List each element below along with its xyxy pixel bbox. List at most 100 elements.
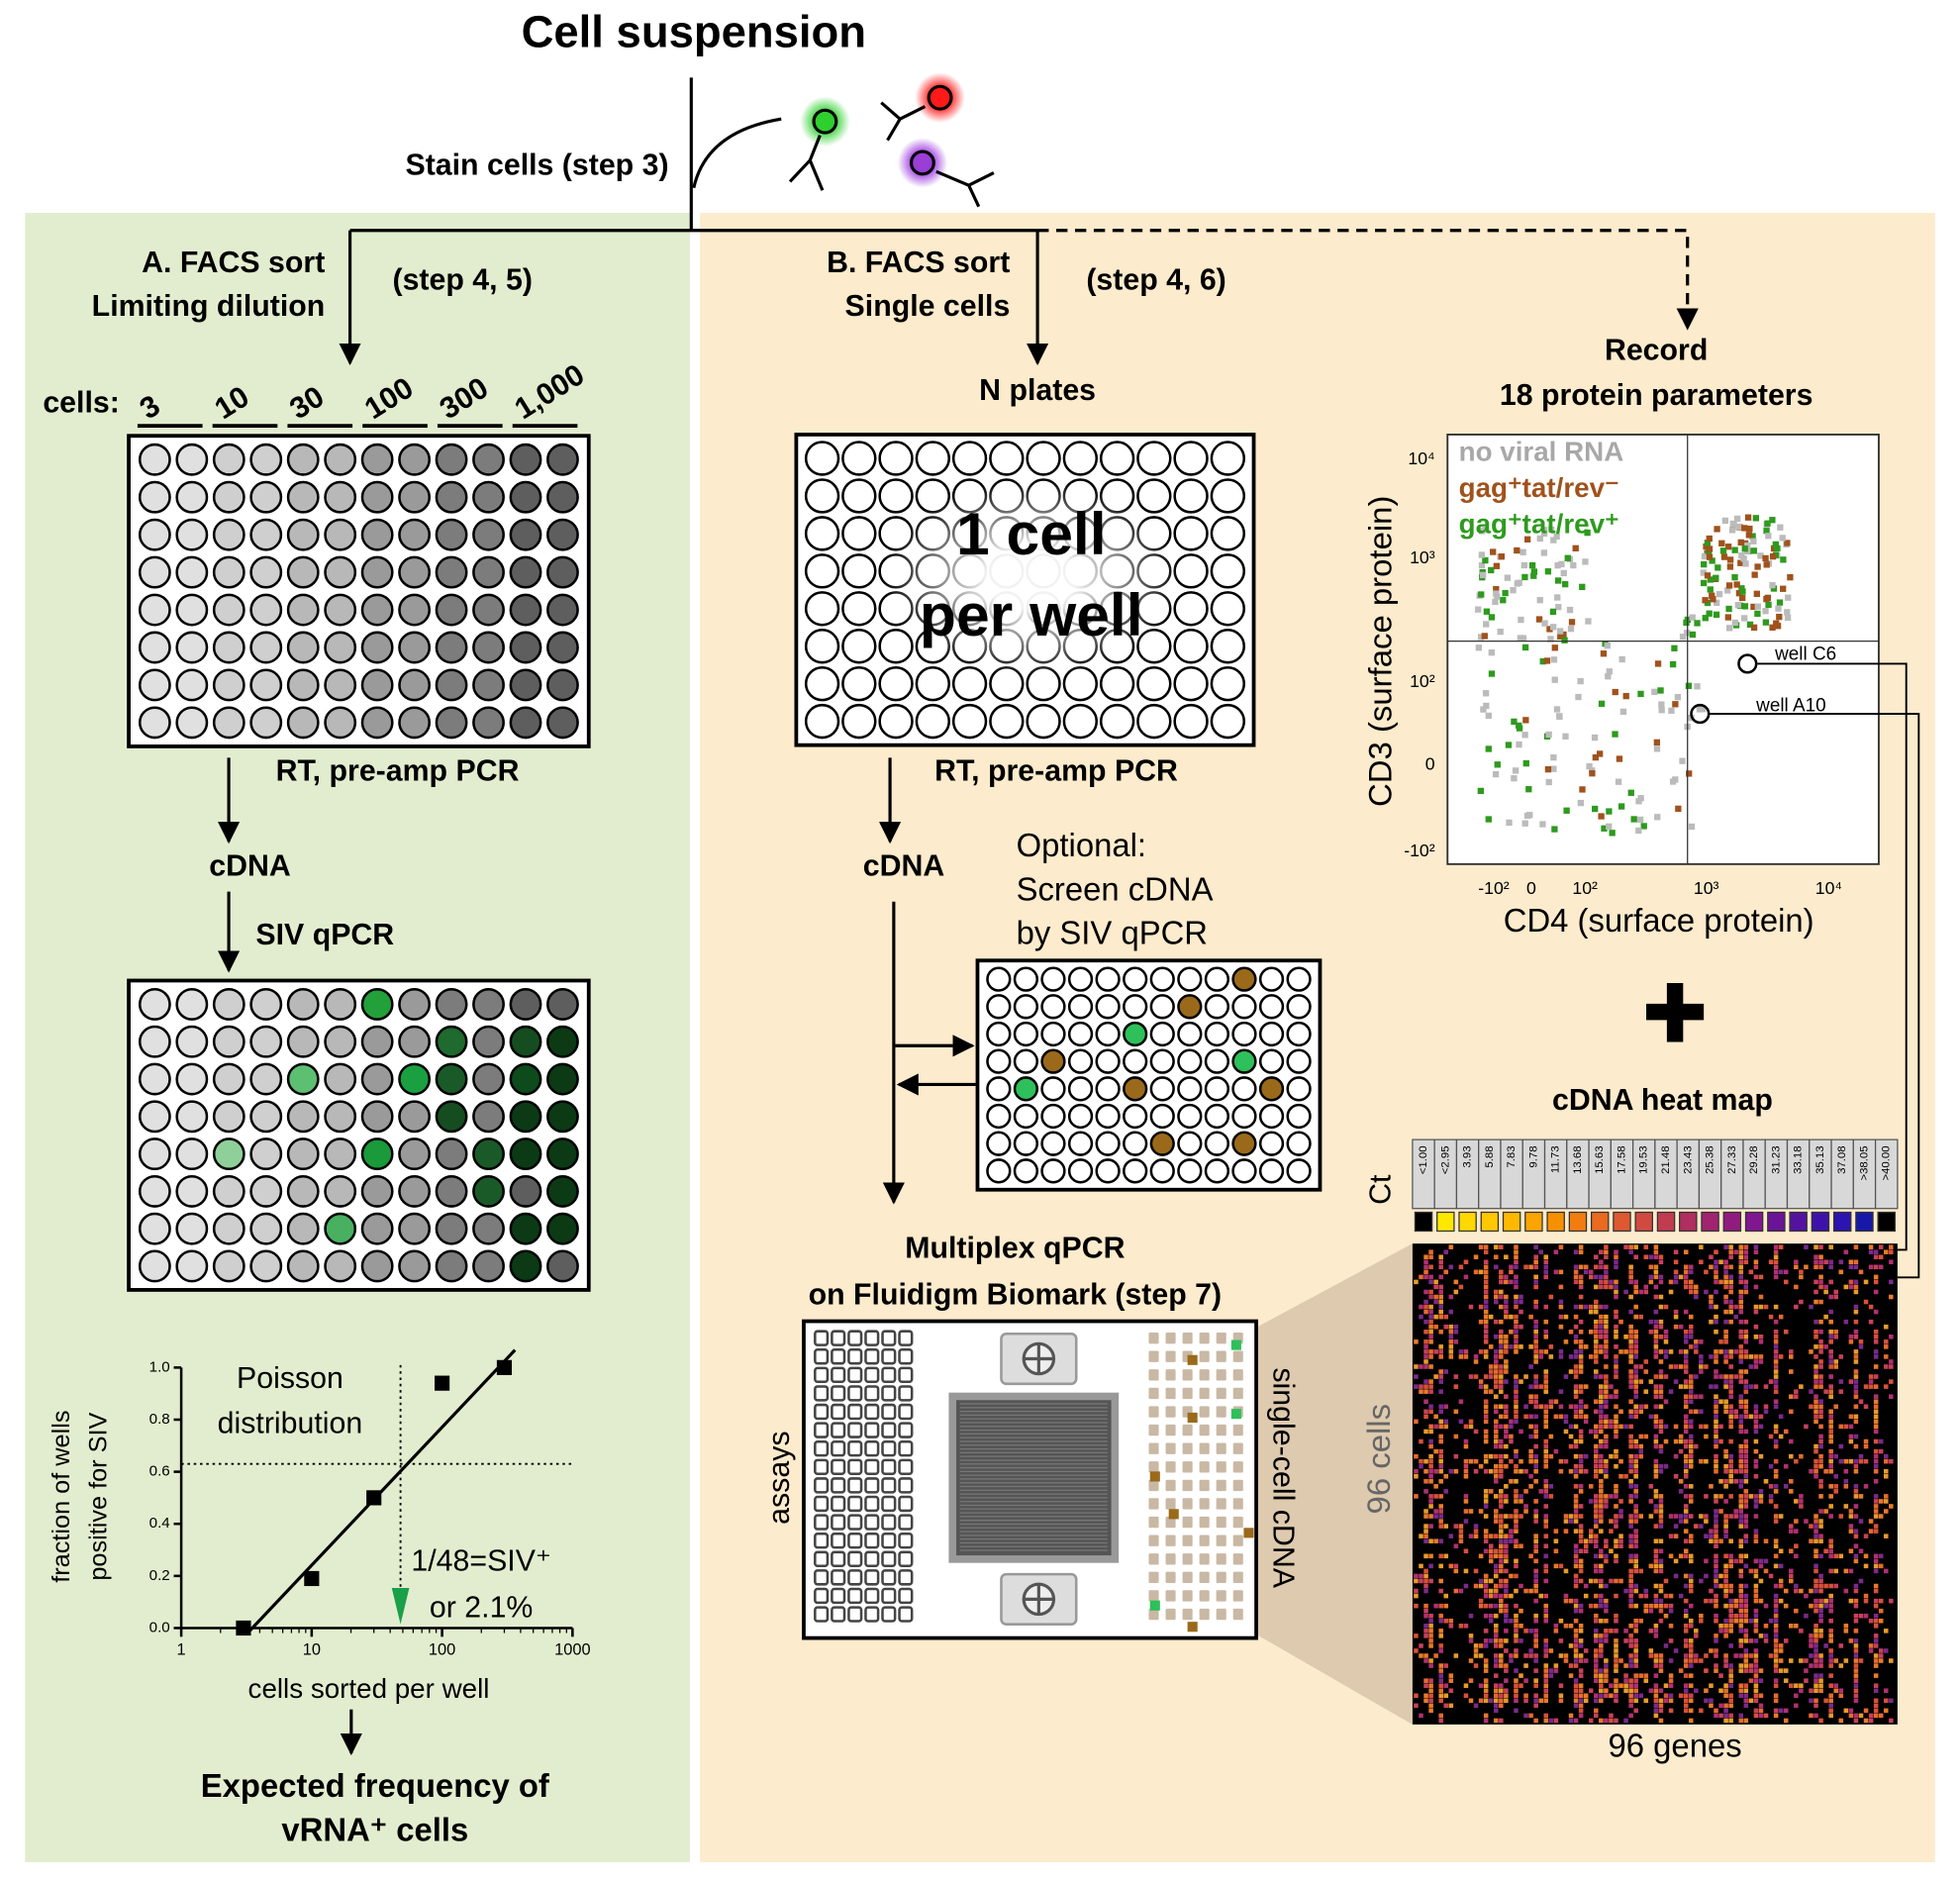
heatmap-cell [1868,1718,1874,1724]
scatter-dot [1521,573,1528,581]
heatmap-cell [1428,1563,1433,1569]
well [472,443,505,476]
heatmap-cell [1599,1458,1604,1464]
heatmap-cell [1868,1379,1874,1384]
well [989,441,1025,476]
chip-inlet [1162,1422,1179,1438]
heatmap-cell [1604,1473,1609,1479]
heatmap-cell [1599,1504,1604,1509]
scatter-dot [1707,586,1714,593]
heatmap-cell [1553,1548,1559,1554]
heatmap-cell [1528,1264,1533,1270]
heatmap-cell [1614,1484,1618,1489]
chip-inlet [1145,1385,1162,1402]
heatmap-cell [1723,1693,1728,1699]
scatter-dot [1523,536,1531,543]
heatmap-cell [1633,1489,1638,1494]
heatmap-cell [1714,1304,1718,1310]
y-tick-label: 1.0 [149,1358,170,1375]
heatmap-cell [1578,1504,1584,1509]
heatmap-cell [1699,1394,1704,1399]
heatmap-cell [1488,1613,1494,1619]
heatmap-cell [1599,1499,1604,1504]
scatter-dot [1658,701,1665,708]
heatmap-cell [1818,1578,1823,1584]
y-tick-label: 10⁴ [1408,448,1434,468]
heatmap-cell [1738,1414,1744,1420]
heatmap-cell [1823,1344,1828,1349]
heatmap-cell [1523,1264,1528,1270]
scatter-dot [1700,579,1708,587]
heatmap-cell [1488,1453,1494,1459]
heatmap-cell [1614,1453,1618,1459]
well [1123,1158,1148,1184]
heatmap-cell [1728,1319,1733,1325]
chip-inlet [814,1606,830,1623]
heatmap-cell [1428,1335,1433,1339]
heatmap-cell [1753,1264,1759,1270]
heatmap-cell [1428,1463,1433,1469]
heatmap-cell [1738,1424,1744,1430]
heatmap-cell [1723,1448,1728,1454]
well [1136,478,1172,514]
heatmap-cell [1628,1703,1633,1709]
scatter-dot [1718,540,1725,546]
well [212,668,245,702]
scatter-dot [1550,765,1557,772]
heatmap-cell [1604,1419,1609,1425]
heatmap-cell [1743,1648,1749,1653]
heatmap-cell [1653,1269,1659,1275]
heatmap-cell [1653,1443,1659,1449]
scatter-dot [1526,812,1533,819]
heatmap-cell [1473,1643,1479,1648]
heatmap-cell [1778,1643,1784,1648]
heatmap-cell [1714,1409,1718,1415]
scatter-dot [1738,585,1745,592]
heatmap-cell [1863,1708,1869,1714]
heatmap-cell [1873,1479,1879,1484]
heatmap-cell [1673,1473,1679,1479]
heatmap-cell [1688,1314,1694,1320]
heatmap-cell [1773,1404,1779,1410]
heatmap-cell [1833,1683,1839,1688]
scatter-dot [1776,599,1784,606]
heatmap-cell [1578,1683,1584,1688]
well [324,1062,357,1096]
heatmap-cell [1504,1314,1509,1320]
chip-inlet [814,1385,830,1402]
heatmap-cell [1813,1598,1818,1604]
heatmap-cell [1443,1524,1449,1529]
heatmap-cell [1733,1249,1738,1254]
heatmap-cell [1573,1683,1579,1688]
heatmap-cell [1423,1329,1428,1335]
heatmap-cell [1628,1519,1633,1524]
heatmap-cell [1578,1279,1584,1285]
heatmap-cell [1758,1294,1764,1300]
heatmap-cell [1853,1349,1859,1354]
heatmap-cell [1688,1693,1694,1699]
heatmap-cell [1738,1558,1744,1564]
heatmap-cell [1463,1274,1469,1280]
heatmap-cell [1799,1384,1804,1389]
chip-inlet [1162,1330,1179,1346]
heatmap-cell [1714,1499,1718,1504]
heatmap-cell [1604,1354,1609,1359]
heatmap-cell [1683,1494,1689,1499]
heatmap-cell [1594,1458,1599,1464]
heatmap-cell [1628,1693,1633,1699]
well [286,1062,320,1096]
chip-hit [1230,1409,1241,1420]
heatmap-cell [1548,1673,1554,1678]
heatmap-cell [1599,1249,1604,1254]
heatmap-cell [1758,1578,1764,1584]
heatmap-cell [1818,1434,1823,1439]
heatmap-cell [1633,1244,1638,1249]
heatmap-cell [1423,1624,1428,1629]
scatter-dot [1521,732,1528,739]
heatmap-cell [1499,1438,1504,1444]
heatmap-cell [1853,1404,1859,1410]
heatmap-cell [1843,1424,1849,1430]
heatmap-cell [1478,1509,1484,1514]
heatmap-cell [1688,1443,1694,1449]
heatmap-cell [1683,1443,1689,1449]
